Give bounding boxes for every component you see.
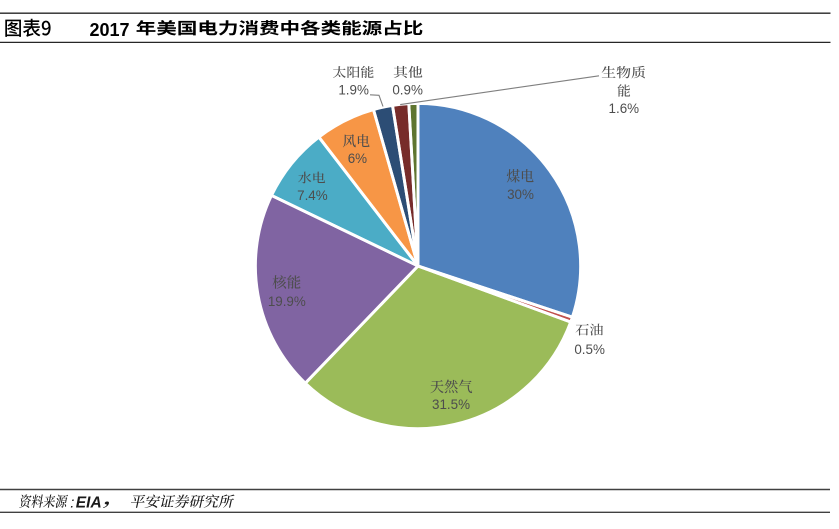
- svg-text:0.5%: 0.5%: [574, 342, 605, 357]
- svg-text:31.5%: 31.5%: [432, 397, 470, 412]
- svg-text:0.9%: 0.9%: [392, 82, 423, 97]
- svg-text:7.4%: 7.4%: [297, 188, 328, 203]
- svg-text:EIA: EIA: [76, 494, 102, 511]
- svg-text:2017: 2017: [90, 20, 130, 40]
- svg-text:6%: 6%: [348, 151, 367, 166]
- svg-text:30%: 30%: [507, 187, 534, 202]
- svg-text:19.9%: 19.9%: [268, 294, 306, 309]
- svg-text:1.9%: 1.9%: [338, 82, 369, 97]
- svg-text:1.6%: 1.6%: [609, 101, 640, 116]
- svg-text::: :: [70, 494, 74, 511]
